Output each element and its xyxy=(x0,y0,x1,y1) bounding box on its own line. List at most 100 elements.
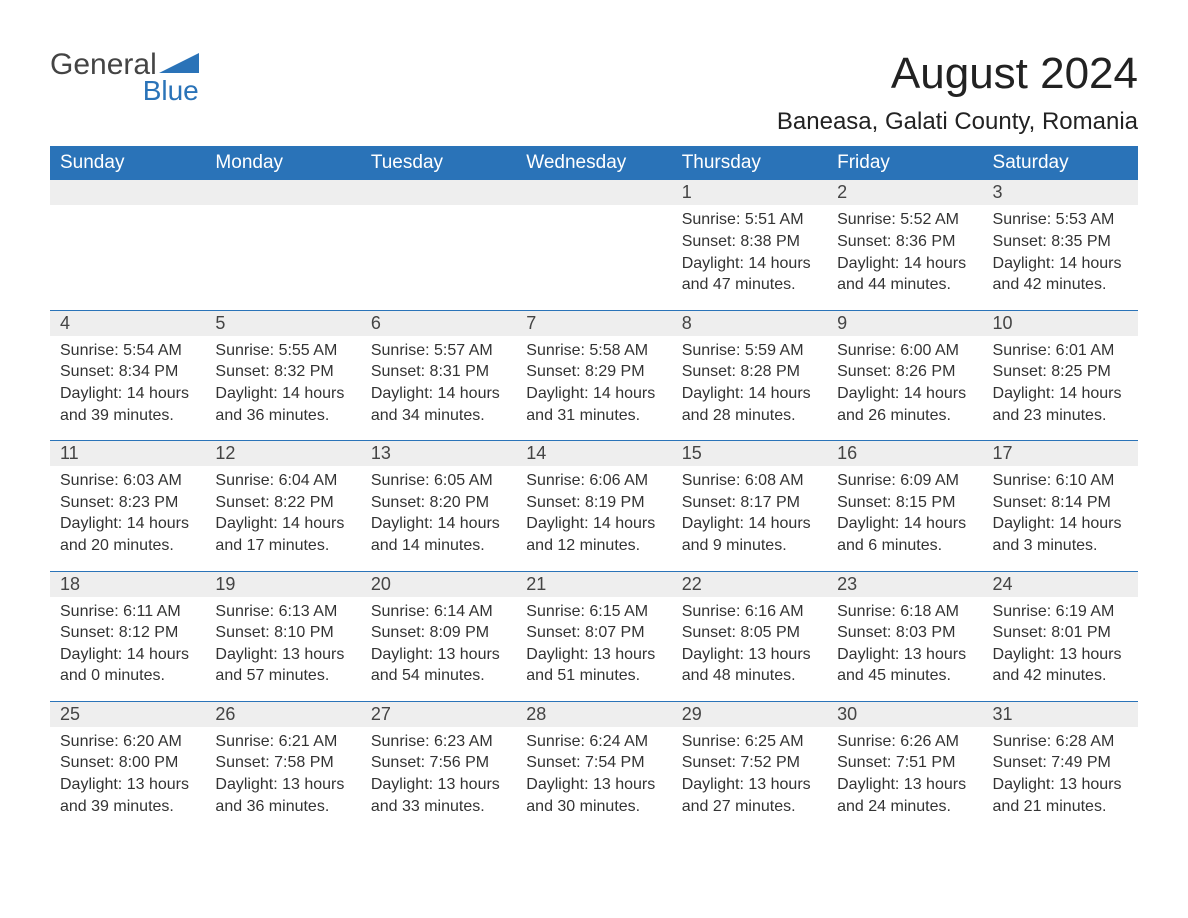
day-body-row: Sunrise: 6:11 AMSunset: 8:12 PMDaylight:… xyxy=(50,597,1138,701)
sunset-text: Sunset: 8:14 PM xyxy=(993,492,1128,514)
sunrise-text: Sunrise: 6:13 AM xyxy=(215,601,350,623)
day-number: 25 xyxy=(50,702,205,727)
sunrise-text: Sunrise: 5:58 AM xyxy=(526,340,661,362)
logo-sub-text: Blue xyxy=(50,77,199,105)
day-cell: Sunrise: 6:19 AMSunset: 8:01 PMDaylight:… xyxy=(983,597,1138,701)
sunset-text: Sunset: 8:01 PM xyxy=(993,622,1128,644)
daynum-row: 45678910 xyxy=(50,311,1138,336)
sunset-text: Sunset: 8:36 PM xyxy=(837,231,972,253)
weeks-container: 123Sunrise: 5:51 AMSunset: 8:38 PMDaylig… xyxy=(50,180,1138,831)
day-cell: Sunrise: 6:20 AMSunset: 8:00 PMDaylight:… xyxy=(50,727,205,831)
day-cell: Sunrise: 5:58 AMSunset: 8:29 PMDaylight:… xyxy=(516,336,671,440)
sunset-text: Sunset: 8:22 PM xyxy=(215,492,350,514)
weekday-header: Saturday xyxy=(983,146,1138,180)
day-cell: Sunrise: 6:10 AMSunset: 8:14 PMDaylight:… xyxy=(983,466,1138,570)
day-cell: Sunrise: 5:52 AMSunset: 8:36 PMDaylight:… xyxy=(827,205,982,309)
weekday-header: Friday xyxy=(827,146,982,180)
sunset-text: Sunset: 8:07 PM xyxy=(526,622,661,644)
sunset-text: Sunset: 8:03 PM xyxy=(837,622,972,644)
sunrise-text: Sunrise: 6:18 AM xyxy=(837,601,972,623)
sunrise-text: Sunrise: 6:16 AM xyxy=(682,601,817,623)
sunrise-text: Sunrise: 6:25 AM xyxy=(682,731,817,753)
sunset-text: Sunset: 7:49 PM xyxy=(993,752,1128,774)
day-cell: Sunrise: 5:51 AMSunset: 8:38 PMDaylight:… xyxy=(672,205,827,309)
sunrise-text: Sunrise: 6:24 AM xyxy=(526,731,661,753)
daylight-text: Daylight: 13 hours and 24 minutes. xyxy=(837,774,972,817)
day-body-row: Sunrise: 5:54 AMSunset: 8:34 PMDaylight:… xyxy=(50,336,1138,440)
day-cell: Sunrise: 5:55 AMSunset: 8:32 PMDaylight:… xyxy=(205,336,360,440)
day-number: 30 xyxy=(827,702,982,727)
calendar-week: 25262728293031Sunrise: 6:20 AMSunset: 8:… xyxy=(50,701,1138,831)
daylight-text: Daylight: 13 hours and 21 minutes. xyxy=(993,774,1128,817)
sunset-text: Sunset: 8:20 PM xyxy=(371,492,506,514)
sunrise-text: Sunrise: 5:53 AM xyxy=(993,209,1128,231)
sunset-text: Sunset: 8:35 PM xyxy=(993,231,1128,253)
day-number: 7 xyxy=(516,311,671,336)
day-body-row: Sunrise: 6:03 AMSunset: 8:23 PMDaylight:… xyxy=(50,466,1138,570)
daynum-row: 25262728293031 xyxy=(50,702,1138,727)
sunrise-text: Sunrise: 6:26 AM xyxy=(837,731,972,753)
sunrise-text: Sunrise: 5:54 AM xyxy=(60,340,195,362)
sunset-text: Sunset: 7:54 PM xyxy=(526,752,661,774)
sunset-text: Sunset: 8:23 PM xyxy=(60,492,195,514)
day-cell: Sunrise: 6:03 AMSunset: 8:23 PMDaylight:… xyxy=(50,466,205,570)
day-number: 4 xyxy=(50,311,205,336)
day-number: 3 xyxy=(983,180,1138,205)
weekday-header: Sunday xyxy=(50,146,205,180)
day-cell: Sunrise: 5:53 AMSunset: 8:35 PMDaylight:… xyxy=(983,205,1138,309)
day-number xyxy=(50,180,205,205)
daylight-text: Daylight: 14 hours and 31 minutes. xyxy=(526,383,661,426)
sunrise-text: Sunrise: 6:03 AM xyxy=(60,470,195,492)
daylight-text: Daylight: 13 hours and 36 minutes. xyxy=(215,774,350,817)
daylight-text: Daylight: 14 hours and 17 minutes. xyxy=(215,513,350,556)
daynum-row: 11121314151617 xyxy=(50,441,1138,466)
day-cell: Sunrise: 6:04 AMSunset: 8:22 PMDaylight:… xyxy=(205,466,360,570)
sunrise-text: Sunrise: 6:15 AM xyxy=(526,601,661,623)
daylight-text: Daylight: 14 hours and 36 minutes. xyxy=(215,383,350,426)
day-cell: Sunrise: 6:28 AMSunset: 7:49 PMDaylight:… xyxy=(983,727,1138,831)
calendar-week: 18192021222324Sunrise: 6:11 AMSunset: 8:… xyxy=(50,571,1138,701)
day-number: 23 xyxy=(827,572,982,597)
day-number: 22 xyxy=(672,572,827,597)
daylight-text: Daylight: 13 hours and 30 minutes. xyxy=(526,774,661,817)
day-number: 24 xyxy=(983,572,1138,597)
sunset-text: Sunset: 8:34 PM xyxy=(60,361,195,383)
sunset-text: Sunset: 7:56 PM xyxy=(371,752,506,774)
day-number: 2 xyxy=(827,180,982,205)
daynum-row: 18192021222324 xyxy=(50,572,1138,597)
day-number: 19 xyxy=(205,572,360,597)
daylight-text: Daylight: 13 hours and 57 minutes. xyxy=(215,644,350,687)
sunset-text: Sunset: 8:25 PM xyxy=(993,361,1128,383)
daylight-text: Daylight: 14 hours and 44 minutes. xyxy=(837,253,972,296)
day-cell: Sunrise: 6:25 AMSunset: 7:52 PMDaylight:… xyxy=(672,727,827,831)
day-number: 16 xyxy=(827,441,982,466)
daylight-text: Daylight: 14 hours and 20 minutes. xyxy=(60,513,195,556)
daylight-text: Daylight: 14 hours and 23 minutes. xyxy=(993,383,1128,426)
day-number: 9 xyxy=(827,311,982,336)
day-cell: Sunrise: 6:01 AMSunset: 8:25 PMDaylight:… xyxy=(983,336,1138,440)
day-number xyxy=(205,180,360,205)
day-number: 31 xyxy=(983,702,1138,727)
day-number xyxy=(361,180,516,205)
day-number: 27 xyxy=(361,702,516,727)
page-container: General Blue August 2024 Baneasa, Galati… xyxy=(0,0,1188,861)
calendar-week: 11121314151617Sunrise: 6:03 AMSunset: 8:… xyxy=(50,440,1138,570)
day-number: 1 xyxy=(672,180,827,205)
weekday-header-row: Sunday Monday Tuesday Wednesday Thursday… xyxy=(50,146,1138,180)
day-number: 5 xyxy=(205,311,360,336)
daylight-text: Daylight: 13 hours and 54 minutes. xyxy=(371,644,506,687)
daylight-text: Daylight: 14 hours and 39 minutes. xyxy=(60,383,195,426)
daylight-text: Daylight: 13 hours and 48 minutes. xyxy=(682,644,817,687)
day-cell xyxy=(516,205,671,309)
sunrise-text: Sunrise: 5:52 AM xyxy=(837,209,972,231)
day-number: 6 xyxy=(361,311,516,336)
day-number: 14 xyxy=(516,441,671,466)
daylight-text: Daylight: 14 hours and 14 minutes. xyxy=(371,513,506,556)
sunrise-text: Sunrise: 6:19 AM xyxy=(993,601,1128,623)
day-number xyxy=(516,180,671,205)
daylight-text: Daylight: 14 hours and 12 minutes. xyxy=(526,513,661,556)
day-cell: Sunrise: 6:15 AMSunset: 8:07 PMDaylight:… xyxy=(516,597,671,701)
title-block: August 2024 Baneasa, Galati County, Roma… xyxy=(777,50,1138,136)
sunrise-text: Sunrise: 5:59 AM xyxy=(682,340,817,362)
header: General Blue August 2024 Baneasa, Galati… xyxy=(50,50,1138,136)
